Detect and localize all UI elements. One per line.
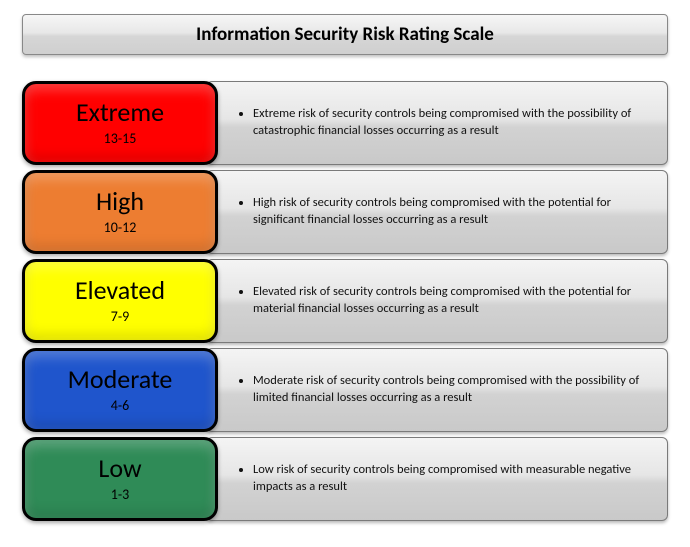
risk-badge-elevated: Elevated 7-9 <box>22 259 218 343</box>
risk-row-extreme: Extreme 13-15 Extreme risk of security c… <box>22 81 668 165</box>
risk-range: 13-15 <box>104 130 137 147</box>
risk-description-box: High risk of security controls being com… <box>206 170 668 254</box>
risk-label: Low <box>98 455 141 482</box>
risk-description-text: Elevated risk of security controls being… <box>253 284 653 318</box>
risk-row-moderate: Moderate 4-6 Moderate risk of security c… <box>22 348 668 432</box>
page-title: Information Security Risk Rating Scale <box>22 14 668 55</box>
risk-range: 4-6 <box>111 397 129 414</box>
risk-label: Moderate <box>68 366 173 393</box>
risk-label: High <box>96 188 144 215</box>
risk-description-text: Low risk of security controls being comp… <box>253 462 653 496</box>
risk-description-text: Moderate risk of security controls being… <box>253 373 653 407</box>
risk-description-box: Low risk of security controls being comp… <box>206 437 668 521</box>
risk-range: 1-3 <box>111 486 129 503</box>
risk-row-low: Low 1-3 Low risk of security controls be… <box>22 437 668 521</box>
risk-badge-extreme: Extreme 13-15 <box>22 81 218 165</box>
risk-row-high: High 10-12 High risk of security control… <box>22 170 668 254</box>
risk-label: Extreme <box>76 99 164 126</box>
risk-levels-container: Extreme 13-15 Extreme risk of security c… <box>22 81 668 521</box>
risk-range: 7-9 <box>111 308 129 325</box>
risk-badge-high: High 10-12 <box>22 170 218 254</box>
risk-description-text: High risk of security controls being com… <box>253 195 653 229</box>
risk-badge-low: Low 1-3 <box>22 437 218 521</box>
risk-range: 10-12 <box>104 219 137 236</box>
risk-description-box: Extreme risk of security controls being … <box>206 81 668 165</box>
risk-row-elevated: Elevated 7-9 Elevated risk of security c… <box>22 259 668 343</box>
risk-badge-moderate: Moderate 4-6 <box>22 348 218 432</box>
risk-description-box: Moderate risk of security controls being… <box>206 348 668 432</box>
risk-description-box: Elevated risk of security controls being… <box>206 259 668 343</box>
risk-description-text: Extreme risk of security controls being … <box>253 106 653 140</box>
risk-label: Elevated <box>75 277 165 304</box>
